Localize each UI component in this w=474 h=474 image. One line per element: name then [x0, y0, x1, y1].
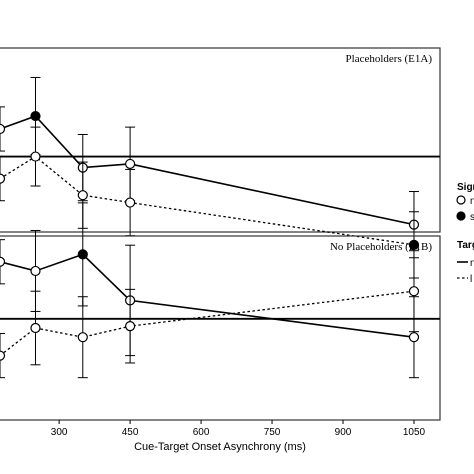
x-tick-label: 300: [51, 427, 68, 438]
legend-target-item: n: [470, 258, 474, 269]
data-point: [30, 322, 41, 334]
panels-layer: Placeholders (E1A) No Placeholders (E1B): [0, 47, 441, 421]
data-point: [408, 239, 420, 250]
series-solid: [0, 202, 420, 379]
x-tick-label: 750: [264, 427, 281, 438]
data-point: [125, 158, 136, 170]
series-dotted: [0, 250, 420, 379]
error-bar: [0, 333, 5, 379]
data-point: [408, 286, 420, 297]
series-solid: [0, 76, 420, 259]
legend-target-item: l: [470, 274, 472, 285]
series-dotted: [0, 126, 420, 279]
data-point: [30, 265, 41, 277]
legend-signal-title: Signa: [457, 182, 474, 193]
series-line: [0, 115, 415, 226]
x-tick-label: 900: [335, 427, 352, 438]
x-axis: 300 450 600 750 900 1050: [51, 420, 426, 438]
error-bar: [0, 156, 5, 202]
x-axis-title: Cue-Target Onset Asynchrony (ms): [134, 441, 306, 453]
data-point: [0, 173, 6, 184]
panel-frame: [0, 47, 441, 233]
data-point: [0, 350, 6, 361]
legend-signal-item: s: [470, 212, 474, 223]
panel-1: Placeholders (E1A): [0, 47, 441, 279]
x-tick-label: 1050: [403, 427, 426, 438]
data-point: [125, 197, 136, 208]
panel-2: No Placeholders (E1B): [0, 202, 441, 421]
series-line: [0, 290, 415, 357]
data-point: [408, 332, 420, 343]
legend-filled-marker: [456, 211, 466, 221]
panel-title: No Placeholders (E1B): [330, 241, 432, 253]
legend-signal-item: n: [470, 196, 474, 207]
data-point: [30, 151, 41, 162]
panel-title: Placeholders (E1A): [346, 53, 433, 65]
error-bar: [0, 106, 5, 152]
data-point: [77, 190, 88, 201]
data-point: [77, 332, 88, 343]
x-tick-label: 600: [193, 427, 210, 438]
error-bar: [0, 239, 5, 285]
legend: SignansTargenl: [456, 182, 474, 285]
data-point: [77, 249, 88, 260]
x-tick-label: 450: [122, 427, 139, 438]
series-line: [0, 253, 415, 338]
data-point: [0, 123, 6, 135]
data-point: [0, 256, 6, 267]
data-point: [125, 321, 136, 332]
data-point: [30, 110, 41, 122]
panel-frame: [0, 235, 441, 421]
legend-open-marker: [456, 195, 466, 205]
legend-target-title: Targe: [457, 240, 474, 251]
series-line: [0, 155, 415, 246]
